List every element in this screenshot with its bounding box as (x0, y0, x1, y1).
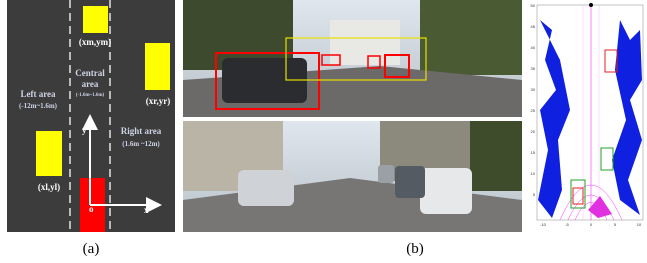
caption: (b) (406, 241, 424, 257)
y-tick-label: 50 (531, 3, 536, 8)
vehicle-box (83, 6, 108, 33)
y-tick-label: 25 (531, 108, 536, 113)
label: (xm,ym) (79, 37, 111, 47)
lidar-plot (537, 3, 643, 220)
label: (xr,yr) (146, 96, 170, 106)
y-tick-label: 35 (531, 66, 536, 71)
axis-label: y (82, 125, 87, 135)
label: (1.6m ~12m) (122, 140, 160, 148)
y-tick-label: 20 (531, 129, 536, 134)
x-tick-label: -5 (565, 222, 569, 227)
y-tick-label: 15 (531, 150, 536, 155)
label: (-1.6m~1.6m) (76, 93, 105, 98)
x-tick-label: 10 (637, 222, 642, 227)
label: area (82, 79, 99, 89)
vehicle-box (145, 43, 170, 90)
label: Right area (121, 126, 162, 136)
y-tick-label: 5 (533, 192, 536, 197)
label: (-12m~1.6m) (19, 102, 58, 110)
axis-label: o (89, 204, 94, 214)
y-tick-label: 30 (531, 87, 536, 92)
photo-top (183, 0, 522, 117)
label: (xl,yl) (38, 182, 60, 192)
caption: (a) (83, 241, 100, 257)
y-tick-label: 45 (531, 24, 536, 29)
figure: (xm,ym) (xr,yr) (xl,yl) Left area (-12m~… (0, 0, 647, 263)
y-tick-label: 40 (531, 45, 536, 50)
photo-bottom (183, 121, 522, 232)
panel-a: (xm,ym) (xr,yr) (xl,yl) Left area (-12m~… (7, 0, 175, 232)
vehicle-box (36, 131, 62, 176)
x-tick-label: 5 (614, 222, 617, 227)
x-tick-label: -10 (540, 222, 547, 227)
x-tick-label: 0 (590, 222, 593, 227)
label: Central (75, 68, 105, 78)
y-tick-label: 10 (531, 171, 536, 176)
label: Left area (20, 89, 56, 99)
axis-label: x (144, 205, 149, 215)
